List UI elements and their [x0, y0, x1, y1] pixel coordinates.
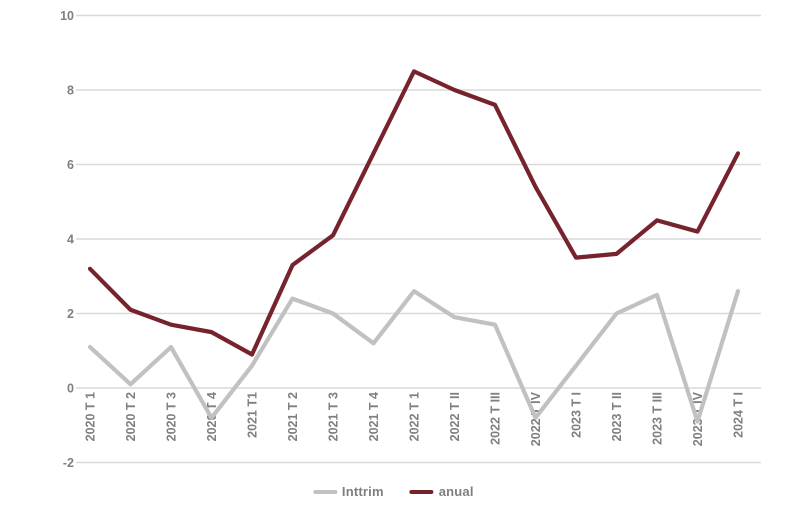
- y-tick-label: 8: [67, 83, 74, 97]
- y-tick-label: 2: [67, 307, 74, 321]
- x-category-label: 2021 T 3: [326, 392, 340, 441]
- series-line-anual: [87, 69, 741, 357]
- x-category-label: 2021 T 2: [286, 392, 300, 441]
- x-category-label: 2020 T 3: [164, 392, 178, 441]
- x-category-label: 2022 T 1: [407, 392, 421, 441]
- x-category-label: 2021 T 4: [367, 392, 381, 441]
- legend-item-inttrim: Inttrim: [312, 484, 384, 499]
- x-category-label: 2022 T II: [448, 392, 462, 441]
- legend-label-inttrim: Inttrim: [341, 484, 384, 499]
- x-category-label: 2023 T III: [650, 392, 664, 445]
- legend-label-anual: anual: [438, 484, 474, 499]
- x-category-label: 2020 T 2: [124, 392, 138, 441]
- x-category-label: 2023 T I: [569, 392, 583, 438]
- x-category-label: 2022 T III: [488, 392, 502, 445]
- x-category-label: 2023 T II: [610, 392, 624, 441]
- y-tick-label: 6: [67, 158, 74, 172]
- legend-line-swatch-inttrim: [312, 489, 337, 494]
- legend-item-anual: anual: [409, 484, 474, 499]
- chart-legend: Inttrim anual: [312, 484, 474, 499]
- series-line-inttrim: [87, 289, 741, 424]
- y-tick-label: 10: [60, 9, 74, 23]
- x-category-label: 2020 T 1: [83, 392, 97, 441]
- y-tick-label: 4: [67, 232, 74, 246]
- y-tick-label: -2: [63, 456, 74, 470]
- x-category-label: 2021 T1: [245, 392, 259, 438]
- x-category-label: 2024 T I: [731, 392, 745, 438]
- y-tick-label: 0: [67, 381, 74, 395]
- legend-line-swatch-anual: [409, 489, 434, 494]
